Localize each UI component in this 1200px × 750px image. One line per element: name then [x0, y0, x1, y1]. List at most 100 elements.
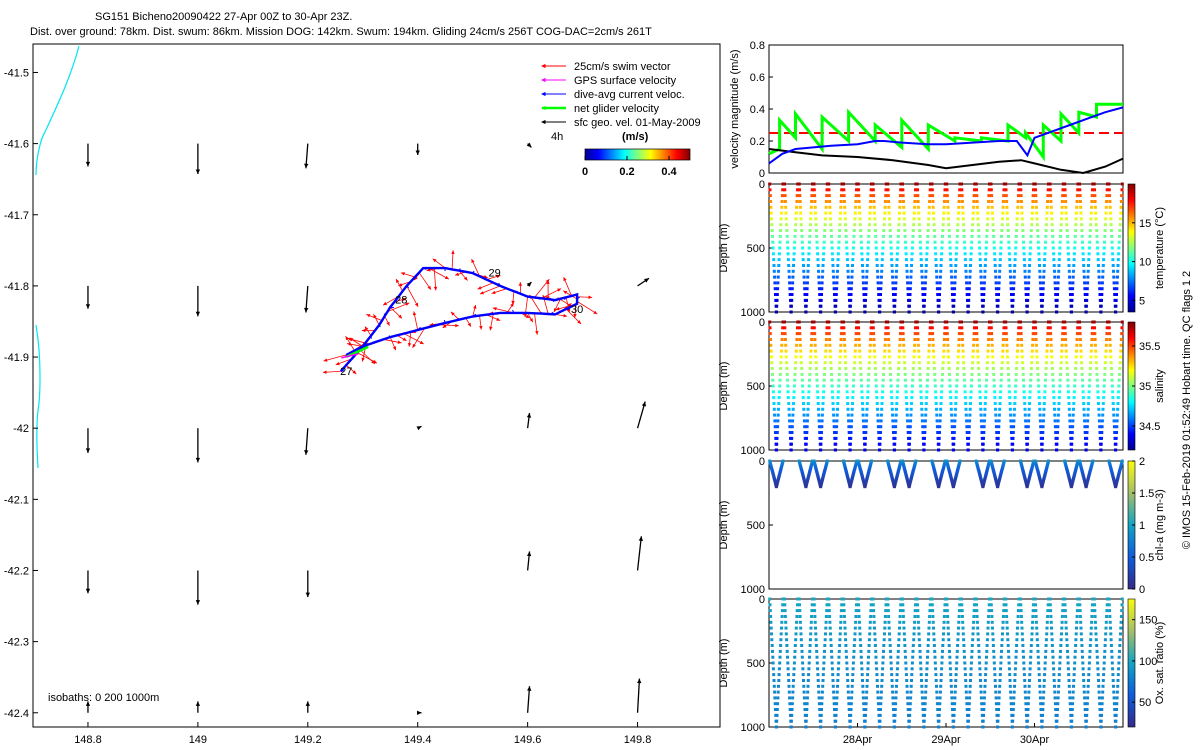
dac-vector: [576, 296, 581, 300]
section-sample: [1075, 200, 1079, 203]
section-sample: [1090, 194, 1094, 198]
section-sample: [1108, 205, 1112, 209]
section-sample: [905, 407, 909, 411]
section-sample: [839, 620, 843, 624]
section-sample: [964, 679, 968, 682]
section-sample: [881, 246, 885, 250]
section-sample: [960, 326, 964, 330]
velocity-series-line: [768, 106, 1124, 165]
section-sample: [1053, 684, 1056, 688]
section-sample: [1021, 649, 1025, 653]
section-sample: [816, 252, 820, 256]
section-sample: [956, 644, 960, 647]
legend-swatch-head: [541, 63, 546, 69]
section-sample: [806, 402, 810, 405]
section-sample: [820, 690, 824, 694]
section-y-tick-label: 1000: [741, 445, 765, 457]
section-sample: [833, 293, 836, 296]
section-sample: [776, 275, 780, 279]
section-sample: [882, 223, 886, 227]
section-sample: [1094, 217, 1098, 221]
section-sample: [942, 217, 945, 221]
section-sample: [780, 349, 783, 353]
section-sample: [935, 425, 939, 429]
section-sample: [972, 615, 976, 618]
section-sample: [1004, 332, 1008, 336]
section-sample: [1067, 407, 1071, 411]
section-sample: [824, 632, 827, 636]
section-sample: [821, 269, 825, 273]
section-sample: [985, 372, 989, 376]
section-sample: [817, 690, 821, 694]
section-sample: [1109, 349, 1112, 353]
section-sample: [907, 725, 911, 729]
section-sample: [1117, 378, 1121, 382]
section-sample: [989, 597, 993, 601]
legend-swatch-head: [541, 119, 546, 125]
section-sample: [772, 673, 776, 677]
section-sample: [996, 304, 1000, 308]
section-sample: [808, 644, 812, 647]
section-sample: [1059, 644, 1063, 647]
section-sample: [1004, 597, 1008, 601]
section-sample: [773, 287, 777, 291]
section-sample: [1119, 615, 1123, 618]
oxygen-ylabel: Depth (m): [718, 639, 730, 688]
section-sample: [952, 719, 956, 723]
section-sample: [1058, 378, 1062, 382]
section-sample: [876, 275, 880, 279]
section-sample: [960, 188, 964, 192]
section-sample: [770, 638, 774, 642]
section-sample: [1025, 442, 1029, 446]
section-sample: [850, 407, 854, 411]
section-sample: [892, 725, 896, 729]
section-sample: [1022, 378, 1025, 382]
section-sample: [809, 626, 813, 630]
section-sample: [962, 644, 966, 647]
section-sample: [933, 234, 937, 238]
section-sample: [978, 661, 982, 665]
section-sample: [1083, 708, 1087, 711]
section-sample: [819, 304, 823, 308]
section-sample: [1014, 246, 1018, 250]
section-sample: [942, 338, 946, 341]
section-sample: [921, 287, 925, 291]
section-sample: [961, 355, 965, 359]
section-sample: [1070, 442, 1074, 446]
section-sample: [820, 275, 824, 279]
section-sample: [795, 620, 799, 624]
section-sample: [843, 632, 847, 636]
section-sample: [864, 287, 868, 291]
section-sample: [963, 667, 967, 671]
section-sample: [896, 655, 900, 659]
section-sample: [777, 684, 780, 688]
section-sample: [786, 384, 790, 388]
section-colorbar: [1127, 598, 1136, 728]
section-sample: [1093, 343, 1097, 347]
section-sample: [1068, 275, 1072, 279]
section-sample: [928, 326, 932, 330]
section-sample: [1025, 310, 1029, 314]
section-sample: [1035, 632, 1039, 636]
section-sample: [911, 372, 915, 376]
section-sample: [927, 211, 931, 215]
section-sample: [968, 690, 972, 694]
section-y-tick-label: 500: [747, 658, 765, 670]
section-sample: [955, 246, 959, 250]
section-sample: [1013, 396, 1017, 400]
section-sample: [946, 620, 950, 624]
section-sample: [771, 378, 775, 382]
section-sample: [846, 690, 850, 694]
section-sample: [907, 719, 911, 723]
section-sample: [1039, 431, 1043, 434]
section-sample: [776, 690, 780, 694]
section-sample: [869, 615, 873, 618]
section-sample: [1041, 713, 1044, 717]
map-colorbar-ticks: 0 0.2 0.4: [582, 156, 678, 178]
swim-vector-head: [510, 302, 514, 307]
section-sample: [888, 217, 891, 221]
section-sample: [834, 304, 838, 308]
section-sample: [806, 269, 810, 273]
dac-vector: [388, 335, 391, 338]
